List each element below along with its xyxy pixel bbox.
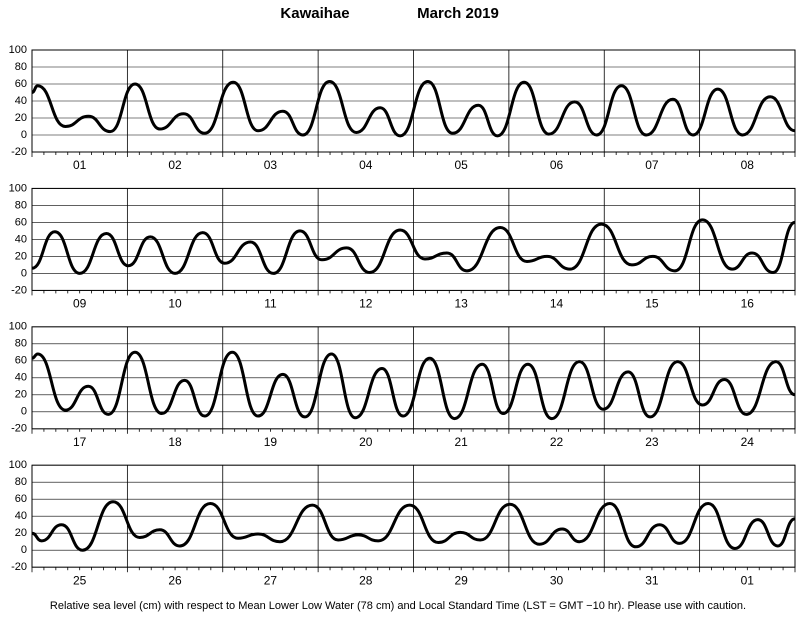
day-label: 19 [264, 435, 278, 449]
day-label: 09 [73, 297, 87, 311]
y-tick-label: -20 [11, 423, 27, 435]
day-label: 30 [550, 573, 564, 587]
y-tick-label: 40 [15, 95, 27, 107]
y-tick-label: 80 [15, 476, 27, 488]
y-tick-label: 100 [9, 182, 27, 194]
y-tick-label: -20 [11, 146, 27, 158]
y-tick-label: 60 [15, 78, 27, 90]
day-label: 25 [73, 573, 87, 587]
y-tick-label: 20 [15, 112, 27, 124]
footnote: Relative sea level (cm) with respect to … [50, 600, 746, 612]
y-tick-label: 0 [21, 267, 27, 279]
y-tick-label: -20 [11, 284, 27, 296]
y-tick-label: 20 [15, 389, 27, 401]
y-tick-label: 20 [15, 527, 27, 539]
y-tick-label: 60 [15, 216, 27, 228]
day-label: 16 [741, 297, 755, 311]
tide-curve [31, 350, 796, 421]
y-tick-label: 60 [15, 355, 27, 367]
day-label: 20 [359, 435, 373, 449]
day-label: 23 [645, 435, 659, 449]
y-tick-label: -20 [11, 561, 27, 573]
day-label: 18 [168, 435, 182, 449]
day-label: 03 [264, 158, 278, 172]
day-label: 21 [455, 435, 469, 449]
day-label: 11 [264, 297, 277, 311]
y-tick-label: 100 [9, 321, 27, 333]
day-label: 27 [264, 573, 278, 587]
y-tick-label: 60 [15, 493, 27, 505]
plot-frame [31, 464, 796, 568]
tide-curve [31, 79, 796, 138]
y-tick-label: 100 [9, 44, 27, 56]
day-label: 12 [359, 297, 373, 311]
day-label: 14 [550, 297, 564, 311]
plot-frame [31, 49, 796, 153]
day-label: 24 [741, 435, 755, 449]
day-label: 13 [455, 297, 469, 311]
day-label: 17 [73, 435, 87, 449]
day-label: 07 [645, 158, 659, 172]
y-tick-label: 0 [21, 406, 27, 418]
station-title: Kawaihae [280, 5, 349, 22]
day-label: 15 [645, 297, 659, 311]
plot-frame [31, 187, 796, 291]
y-tick-label: 100 [9, 459, 27, 471]
y-tick-label: 20 [15, 250, 27, 262]
day-label: 22 [550, 435, 564, 449]
day-label: 02 [168, 158, 182, 172]
tide-curve [31, 218, 796, 275]
day-label: 08 [741, 158, 755, 172]
day-label: 04 [359, 158, 373, 172]
y-tick-label: 0 [21, 129, 27, 141]
day-label: 01 [73, 158, 87, 172]
y-tick-label: 40 [15, 233, 27, 245]
day-label: 05 [455, 158, 469, 172]
plot-frame [31, 326, 796, 430]
day-label: 06 [550, 158, 564, 172]
y-tick-label: 40 [15, 372, 27, 384]
y-tick-label: 0 [21, 544, 27, 556]
tide-curve [31, 500, 796, 552]
day-label: 01 [741, 573, 755, 587]
day-label: 28 [359, 573, 373, 587]
day-label: 26 [168, 573, 182, 587]
day-label: 29 [455, 573, 469, 587]
y-tick-label: 80 [15, 199, 27, 211]
day-label: 31 [645, 573, 659, 587]
y-tick-label: 80 [15, 338, 27, 350]
y-tick-label: 80 [15, 61, 27, 73]
day-label: 10 [168, 297, 182, 311]
month-title: March 2019 [417, 5, 499, 22]
y-tick-label: 40 [15, 510, 27, 522]
